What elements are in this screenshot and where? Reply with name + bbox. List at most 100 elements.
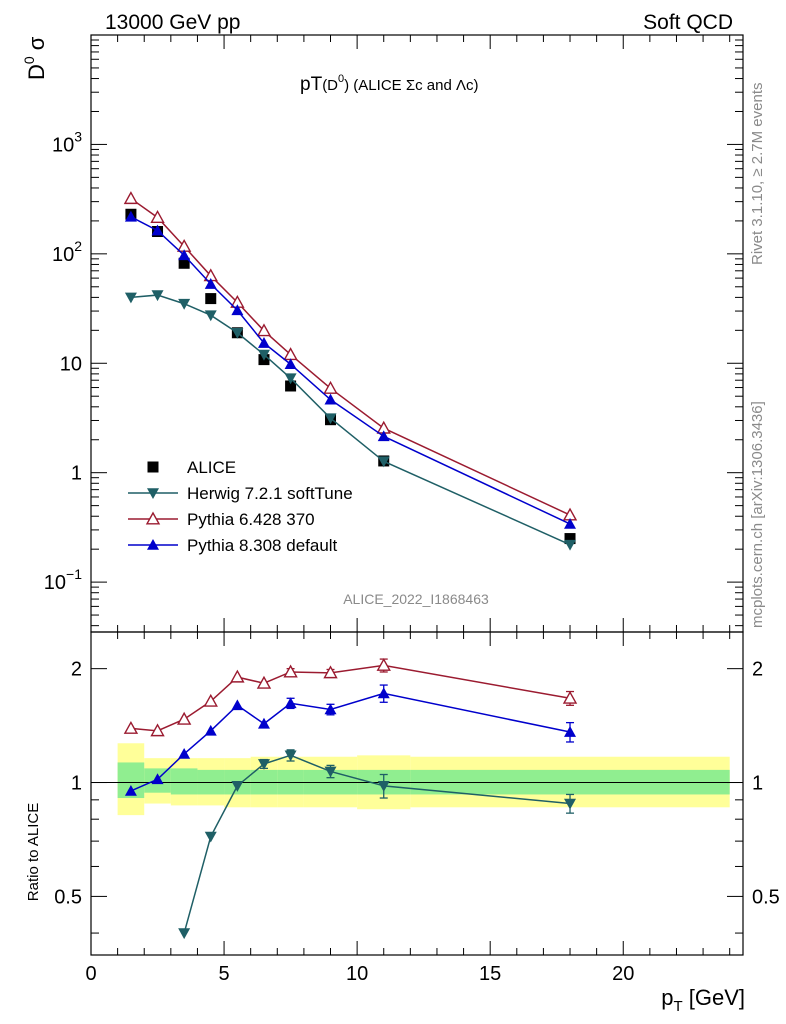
ratio-y-tick-label: 1 <box>71 773 82 795</box>
data-point <box>230 669 245 683</box>
ratio-series-group <box>123 657 578 940</box>
x-tick-label: 15 <box>479 963 501 985</box>
top-series-group <box>123 191 578 551</box>
data-point <box>147 539 159 550</box>
data-point <box>147 488 159 499</box>
data-point <box>256 675 272 689</box>
ratio-series-line <box>130 692 571 792</box>
data-point <box>257 717 270 729</box>
data-point <box>124 292 137 304</box>
data-point <box>151 773 164 785</box>
series-pythia-6-428-370 <box>123 191 578 521</box>
data-point <box>204 310 217 322</box>
legend-label: Pythia 8.308 default <box>187 536 338 555</box>
data-point <box>231 304 244 316</box>
data-point <box>324 393 337 405</box>
data-point <box>562 690 578 704</box>
data-point <box>564 517 577 529</box>
top-ylabel: D0 σ <box>21 36 49 80</box>
uncertainty-bands <box>117 743 730 816</box>
data-point <box>150 210 165 223</box>
data-point <box>150 723 165 737</box>
data-point <box>204 724 217 736</box>
data-point <box>323 380 338 394</box>
ratio-y-tick-label-right: 1 <box>752 773 763 795</box>
data-point <box>284 358 297 370</box>
header-right: Soft QCD <box>643 11 733 34</box>
ratio-y-tick-label-right: 0.5 <box>752 886 780 908</box>
x-tick-label: 20 <box>612 963 634 985</box>
data-point <box>377 781 390 792</box>
ratio-frame <box>90 631 744 956</box>
data-point <box>145 511 161 525</box>
data-point <box>204 278 217 289</box>
data-point <box>284 750 297 762</box>
legend-entry: Pythia 8.308 default <box>128 536 338 555</box>
series-line <box>130 216 571 525</box>
data-point <box>151 224 164 236</box>
legend-label: Herwig 7.2.1 softTune <box>187 484 353 503</box>
y-tick-label: 10−1 <box>44 566 82 594</box>
data-point <box>377 430 390 442</box>
ratio-series-herwig-7-2-1-softtune <box>178 749 577 940</box>
y-tick-label: 10 <box>60 353 82 375</box>
plot-title: pT(D0) (ALICE Σc and Λc) <box>300 73 478 95</box>
data-point <box>284 697 297 709</box>
data-point <box>178 249 191 261</box>
data-point <box>324 413 337 425</box>
ratio-series-pythia-8-308-default <box>124 684 577 796</box>
y-tick-label: 102 <box>52 238 82 266</box>
ratio-series-pythia-6-428-370 <box>123 657 578 737</box>
series-herwig-7-2-1-softtune <box>124 290 577 551</box>
legend-label: ALICE <box>187 458 236 477</box>
y-tick-label: 103 <box>52 128 82 156</box>
data-point <box>123 191 139 205</box>
data-point <box>323 665 338 679</box>
legend: ALICE Herwig 7.2.1 softTune Pythia 6.428 3… <box>128 458 353 555</box>
ratio-series-line <box>130 664 571 732</box>
data-point <box>151 290 164 302</box>
ratio-ylabel: Ratio to ALICE <box>25 803 42 901</box>
data-point <box>178 747 191 759</box>
series-line <box>130 294 571 546</box>
data-point <box>564 533 576 545</box>
data-point <box>376 657 391 671</box>
data-point <box>257 337 270 348</box>
data-point <box>284 373 297 385</box>
x-tick-label: 0 <box>85 963 96 985</box>
axes-group: 0 5 10 15 20 10−1 1 10 102 103 0.5 0.5 1 1 2 2 <box>44 34 780 985</box>
data-point <box>124 210 137 222</box>
data-point <box>257 349 270 361</box>
data-point <box>324 703 337 715</box>
side-text-top: Rivet 3.1.10, ≥ 2.7M events <box>749 83 766 266</box>
x-axis-label: pT [GeV] <box>661 985 745 1015</box>
data-point <box>231 327 244 339</box>
data-point <box>123 720 139 734</box>
data-point <box>231 781 244 792</box>
x-tick-label: 10 <box>346 963 368 985</box>
data-point <box>564 798 577 810</box>
stat-band <box>170 768 198 795</box>
legend-entry: Herwig 7.2.1 softTune <box>128 484 353 503</box>
ratio-y-tick-label: 0.5 <box>54 886 82 908</box>
ratio-series-line <box>183 754 571 934</box>
data-point <box>256 323 272 337</box>
series-line <box>130 197 571 516</box>
legend-label: Pythia 6.428 370 <box>187 510 315 529</box>
ratio-y-tick-label-right: 2 <box>752 659 763 681</box>
data-point <box>564 726 577 737</box>
data-point <box>178 257 190 269</box>
side-text-bottom: mcplots.cern.ch [arXiv:1306.3436] <box>749 401 766 628</box>
data-point <box>564 539 577 551</box>
data-point <box>124 784 137 796</box>
data-point <box>231 699 244 711</box>
ratio-y-tick-label: 2 <box>71 659 82 681</box>
data-point <box>178 928 191 940</box>
legend-entry: ALICE <box>147 458 236 477</box>
data-point <box>176 711 192 725</box>
legend-entry: Pythia 6.428 370 <box>128 510 315 529</box>
y-tick-label: 1 <box>71 463 82 485</box>
data-point <box>205 293 217 305</box>
data-point <box>147 461 159 473</box>
